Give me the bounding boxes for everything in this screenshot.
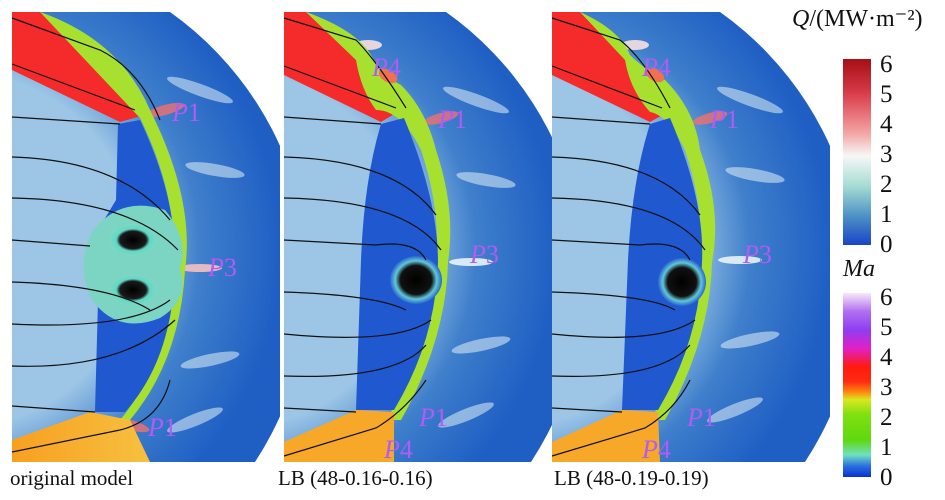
tick-q-2: 2 [880,171,893,198]
label-p4-top: P4 [372,53,401,82]
label-p1-upper: P1 [172,98,201,127]
label-p1-lower: P1 [687,403,716,432]
flow-field-lb-019 [551,12,830,462]
tick-q-6: 6 [880,51,893,78]
colorbar-mach [843,293,871,477]
label-p4-bottom: P4 [384,435,413,464]
caption-lb-019: LB (48-0.19-0.19) [552,466,713,490]
label-p1-upper: P1 [710,105,739,134]
label-p3: P3 [470,240,499,269]
colorbar-ticks-mach: 6 5 4 3 2 1 0 [880,284,910,490]
tick-q-3: 3 [880,141,893,168]
tick-q-4: 4 [880,111,893,138]
panel-lb-016: P4 P1 P3 P1 P4 LB (48-0.16-0.16) [276,0,556,500]
panel-lb-019: P4 P1 P3 P1 P4 LB (48-0.19-0.19) [550,0,830,500]
tick-q-1: 1 [880,201,893,228]
label-p1-lower: P1 [148,413,177,442]
panel-original-model: P1 P3 P1 original model [0,0,280,500]
colorbar-title-heat-flux: Q/(MW·m⁻²) [792,6,923,32]
flow-field-lb-016 [283,12,556,462]
label-p3: P3 [208,253,237,282]
tick-ma-0: 0 [880,464,893,491]
caption-original-model: original model [8,466,138,490]
tick-ma-4: 4 [880,344,893,371]
tick-q-0: 0 [880,231,893,258]
colorbar-ticks-heat-flux: 6 5 4 3 2 1 0 [880,51,910,257]
label-p1-lower: P1 [419,403,448,432]
colorbar-title-mach: Ma [843,256,875,282]
flow-field-original [11,12,280,462]
label-p4-top: P4 [642,53,671,82]
tick-ma-3: 3 [880,374,893,401]
colorbar-heat-flux [843,59,871,245]
label-p3: P3 [743,240,772,269]
label-p1-upper: P1 [438,105,467,134]
tick-ma-2: 2 [880,404,893,431]
label-p4-bottom: P4 [642,435,671,464]
tick-ma-5: 5 [880,314,893,341]
tick-q-5: 5 [880,81,893,108]
tick-ma-1: 1 [880,434,893,461]
caption-lb-016: LB (48-0.16-0.16) [276,466,437,490]
tick-ma-6: 6 [880,284,893,311]
